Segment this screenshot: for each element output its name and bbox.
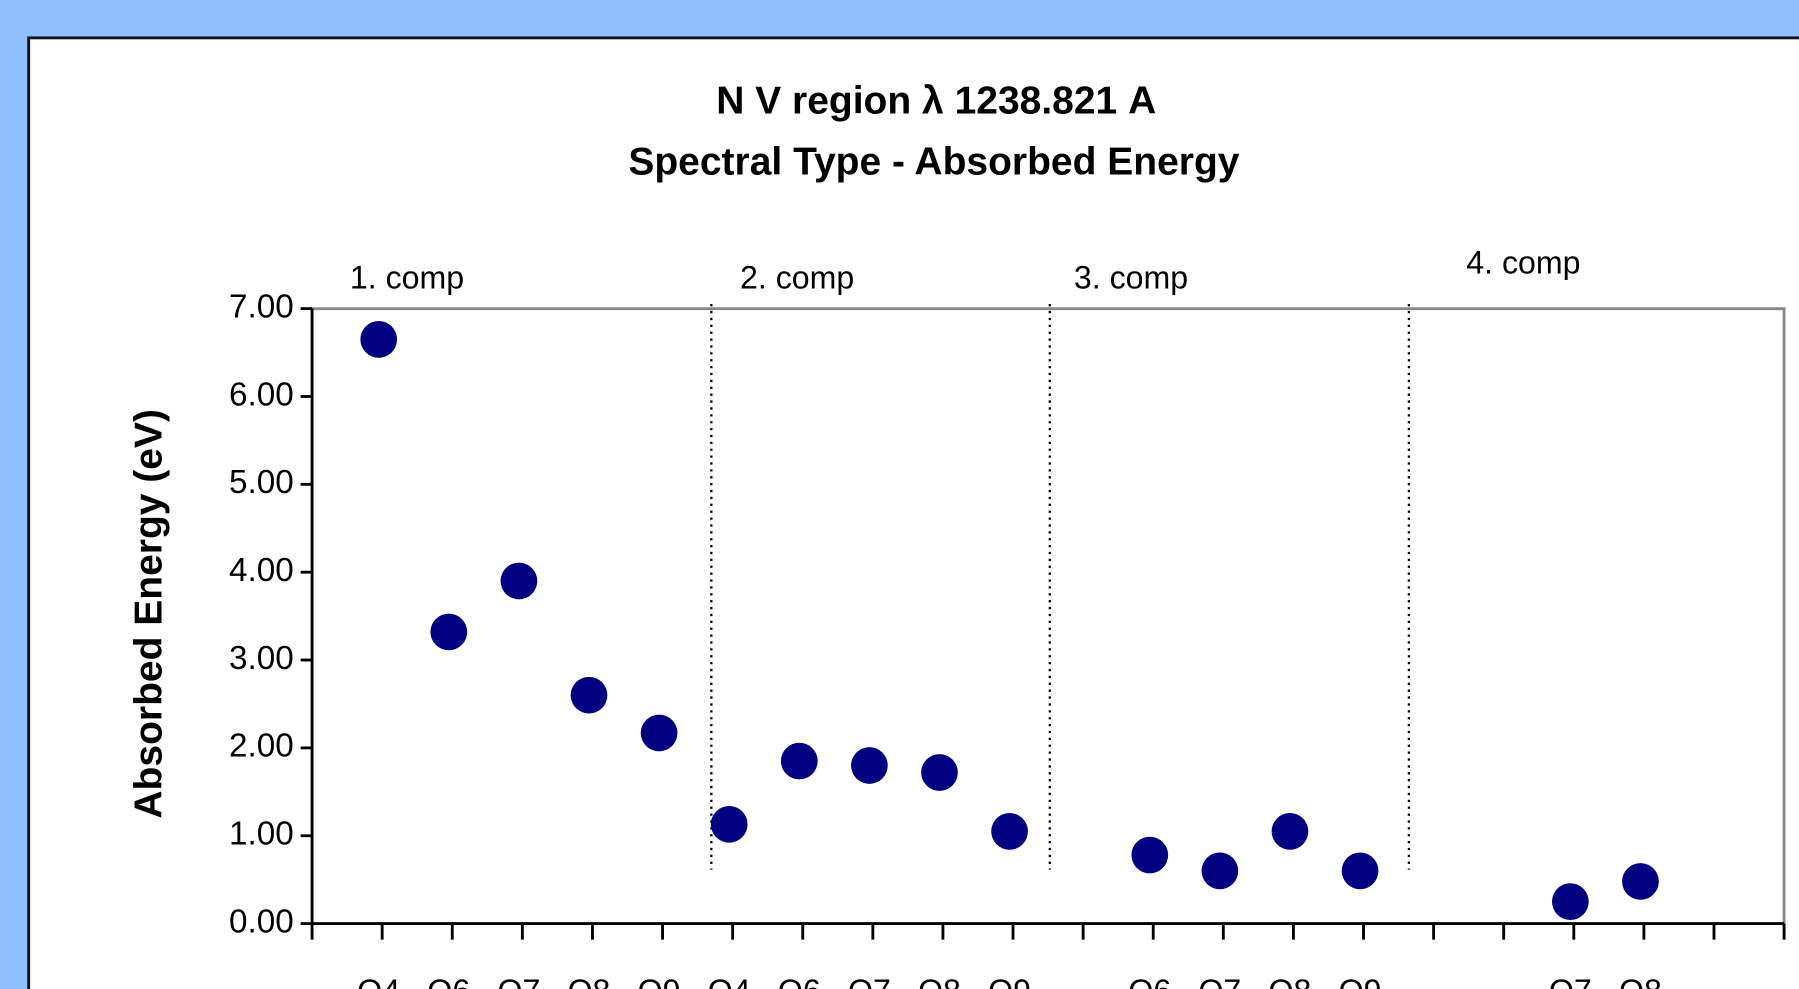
annotation: 3. comp [1074, 259, 1188, 295]
data-point [1622, 863, 1659, 900]
panel [27, 36, 1799, 989]
x-tick-label: O7 [497, 973, 540, 989]
data-point [430, 613, 468, 651]
data-point [851, 747, 888, 784]
y-tick-label: 4.00 [229, 552, 294, 589]
y-tick-label: 2.00 [229, 728, 294, 765]
data-point [991, 812, 1028, 850]
y-tick-label: 1.00 [229, 816, 294, 853]
chart-subtitle: Spectral Type - Absorbed Energy [628, 140, 1239, 183]
x-tick-label: O8 [1619, 973, 1662, 989]
data-point [1201, 852, 1239, 890]
x-tick-label: O7 [848, 973, 891, 989]
y-axis-title: Absorbed Energy (eV) [128, 409, 171, 819]
data-point [710, 805, 748, 843]
data-point [640, 714, 678, 752]
data-point [570, 676, 608, 714]
x-tick-label: O9 [1339, 973, 1382, 989]
chart-title: N V region λ 1238.821 A [716, 80, 1156, 123]
data-point [1341, 852, 1379, 890]
x-tick-label: O9 [988, 973, 1031, 989]
y-tick-label: 0.00 [229, 903, 294, 940]
x-tick-label: O6 [427, 973, 470, 989]
plot-frame [312, 307, 1786, 924]
data-point [360, 321, 398, 358]
y-tick-label: 7.00 [229, 288, 294, 325]
annotation: 1. comp [350, 259, 464, 295]
x-tick-label: O8 [568, 973, 611, 989]
data-point [1131, 836, 1169, 874]
x-tick-label: O4 [708, 973, 751, 989]
data-point [780, 742, 818, 780]
x-tick-label: O7 [1198, 973, 1241, 989]
y-tick-label: 5.00 [229, 464, 294, 501]
x-tick-label: O8 [1269, 973, 1312, 989]
data-point [1271, 812, 1309, 850]
data-point [500, 562, 538, 600]
x-tick-label: O6 [778, 973, 821, 989]
y-tick-label: 6.00 [229, 376, 294, 413]
y-tick-label: 3.00 [229, 640, 294, 677]
annotation: 4. comp [1466, 245, 1580, 281]
x-tick-label: O7 [1549, 973, 1592, 989]
data-point [921, 754, 958, 791]
x-tick-label: O6 [1128, 973, 1171, 989]
x-tick-label: O9 [638, 973, 681, 989]
x-tick-label: O8 [918, 973, 961, 989]
data-point [1551, 883, 1589, 920]
x-tick-label: O4 [357, 973, 400, 989]
annotation: 2. comp [740, 259, 854, 295]
